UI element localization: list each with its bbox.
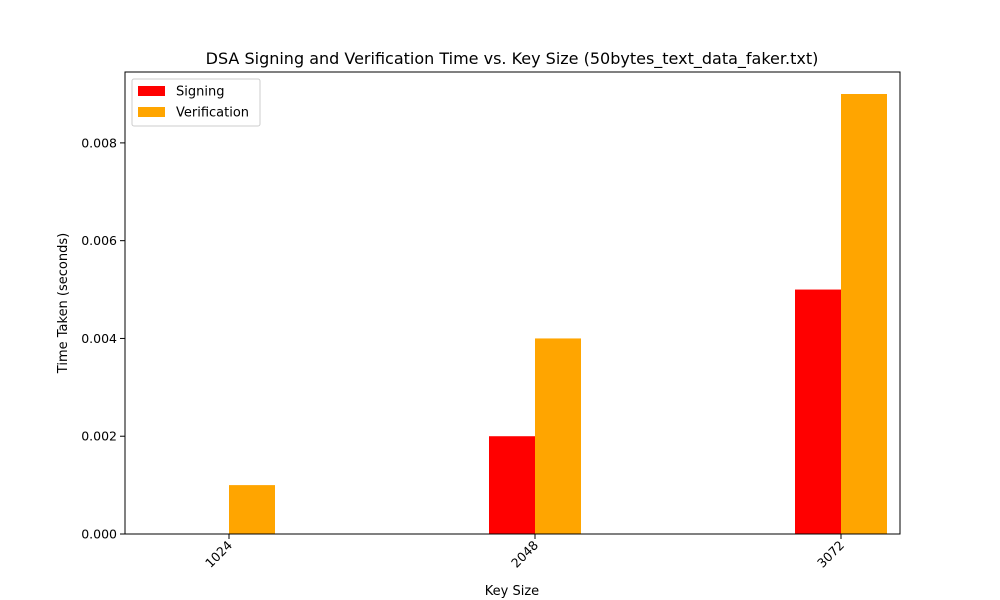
legend-label-verification: Verification — [176, 106, 249, 121]
y-axis: 0.000 0.002 0.004 0.006 0.008 — [81, 135, 125, 542]
legend: Signing Verification — [131, 78, 261, 127]
x-axis-label: Key Size — [485, 584, 539, 599]
y-tick-label: 0.000 — [81, 527, 117, 542]
x-tick-label: 2048 — [508, 537, 541, 570]
bar-signing-3072 — [795, 289, 841, 534]
y-axis-label: Time Taken (seconds) — [56, 233, 71, 374]
bar-signing-2048 — [489, 436, 535, 534]
bar-verification-2048 — [535, 338, 581, 534]
bars-group — [229, 94, 887, 534]
x-tick-label: 3072 — [814, 538, 847, 571]
x-tick-label: 1024 — [202, 537, 235, 570]
bar-verification-1024 — [229, 485, 275, 534]
y-tick-label: 0.008 — [81, 135, 117, 150]
x-axis: 1024 2048 3072 — [202, 534, 847, 571]
legend-swatch-signing — [138, 86, 165, 96]
legend-label-signing: Signing — [176, 85, 224, 100]
chart-title: DSA Signing and Verification Time vs. Ke… — [206, 49, 819, 69]
y-tick-label: 0.006 — [81, 233, 117, 248]
bar-verification-3072 — [841, 94, 887, 534]
plot-frame — [124, 71, 901, 535]
y-tick-label: 0.004 — [81, 331, 117, 346]
y-tick-label: 0.002 — [81, 429, 117, 444]
legend-swatch-verification — [138, 107, 165, 117]
